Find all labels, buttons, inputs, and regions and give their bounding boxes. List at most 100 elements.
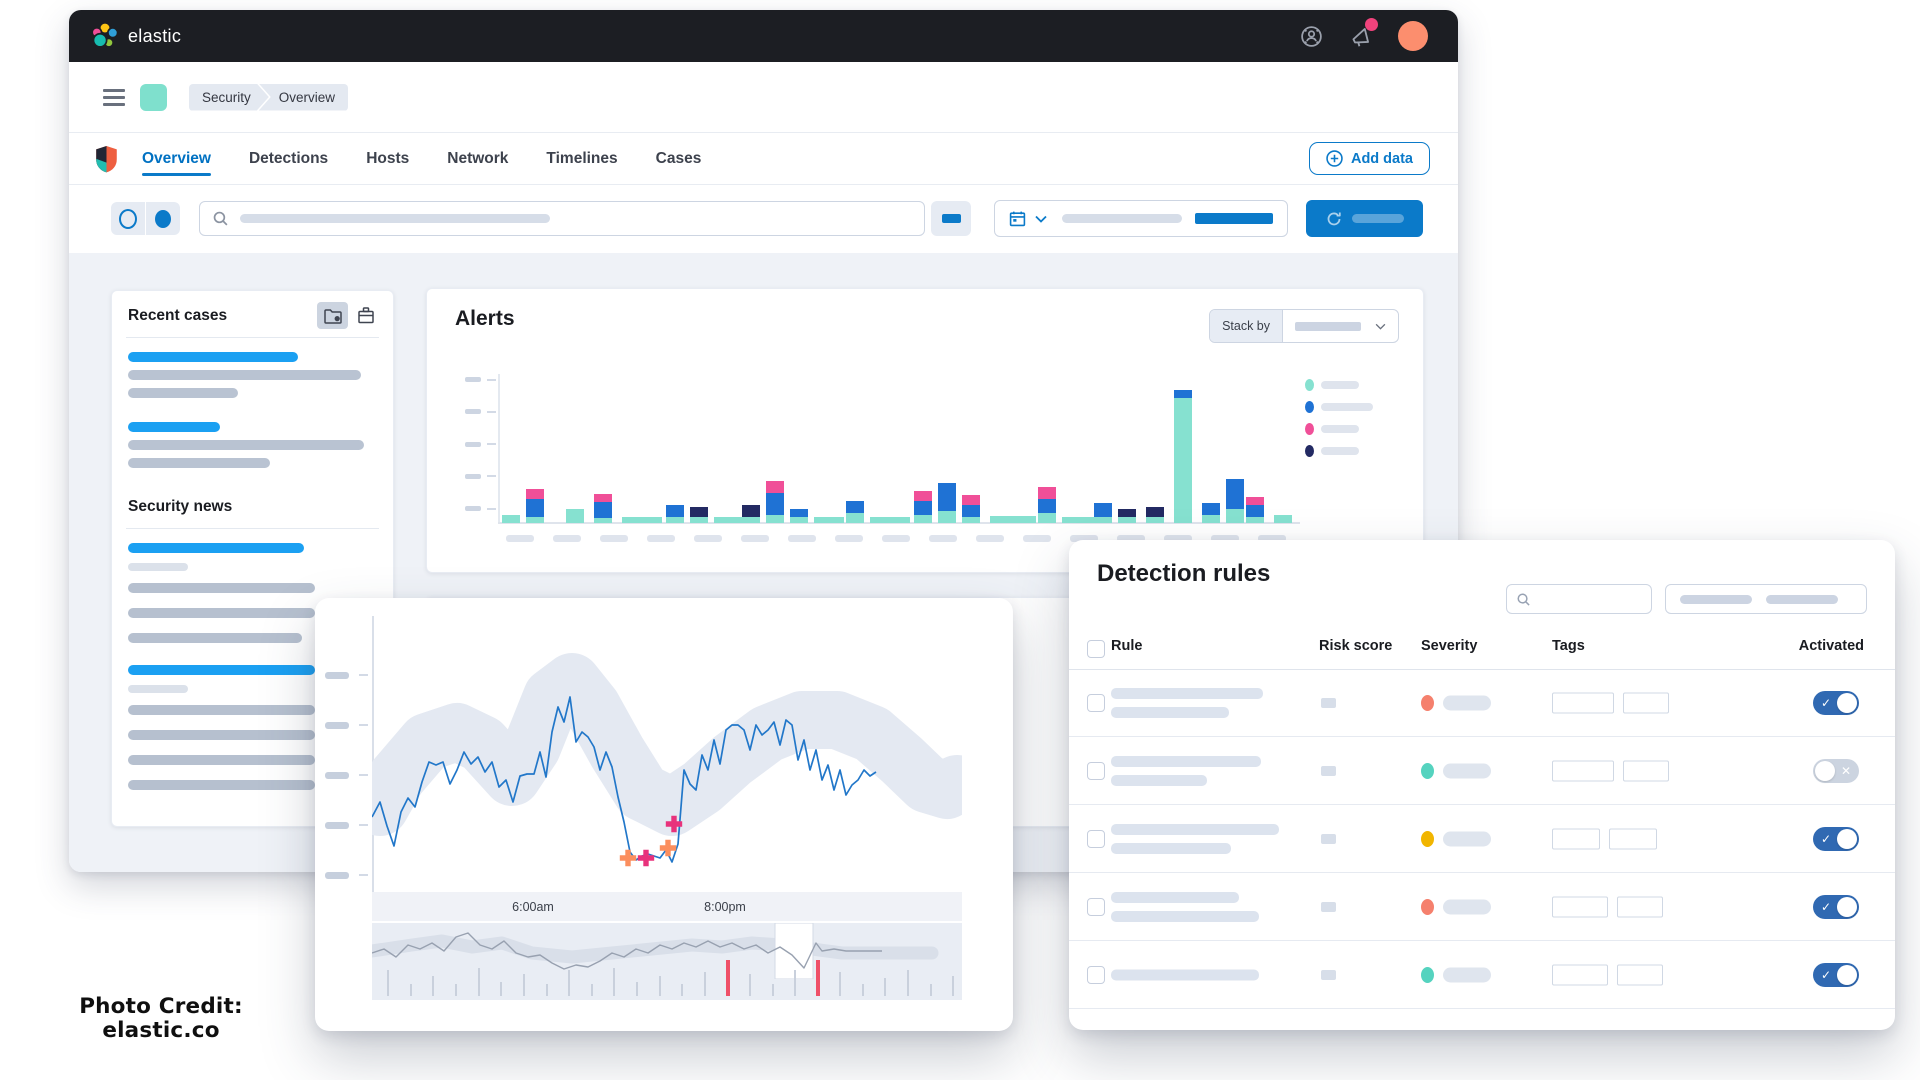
rule-name[interactable] — [1111, 755, 1261, 786]
query-language-button[interactable] — [931, 201, 971, 236]
anomaly-marker-icon — [659, 839, 677, 857]
news-link[interactable] — [128, 665, 315, 675]
add-data-label: Add data — [1350, 150, 1413, 167]
tab-hosts[interactable]: Hosts — [366, 149, 410, 167]
menu-icon[interactable] — [103, 88, 125, 106]
row-checkbox[interactable] — [1087, 693, 1105, 712]
tab-overview[interactable]: Overview — [142, 136, 211, 182]
tag-badge — [1552, 692, 1614, 713]
view-toggle-outline[interactable] — [111, 202, 145, 235]
event-tick — [523, 974, 525, 996]
event-tick — [659, 976, 661, 996]
filter-placeholder — [1766, 594, 1838, 604]
view-toggle-filled[interactable] — [146, 202, 180, 235]
tab-timelines[interactable]: Timelines — [546, 149, 618, 167]
tag-badge — [1552, 828, 1600, 849]
x-tick-placeholder — [1164, 535, 1192, 542]
timeline-brush[interactable] — [365, 922, 962, 1000]
date-range-picker[interactable] — [994, 200, 1288, 237]
archive-icon-button[interactable] — [350, 302, 381, 329]
date-range-placeholder — [1062, 214, 1182, 223]
activated-toggle[interactable]: ✓ — [1813, 962, 1859, 987]
folder-icon — [323, 307, 343, 325]
anomaly-marker-icon — [665, 815, 683, 833]
filter-placeholder — [1680, 594, 1752, 604]
severity-label-placeholder — [1443, 899, 1491, 914]
case-link[interactable] — [128, 352, 298, 362]
severity-label-placeholder — [1443, 763, 1491, 778]
case-list-item — [128, 352, 377, 398]
rules-filter-button[interactable] — [1665, 584, 1867, 614]
rule-name[interactable] — [1111, 823, 1279, 854]
tags-cell — [1552, 760, 1669, 781]
select-all-checkbox[interactable] — [1087, 640, 1105, 658]
legend-label-placeholder — [1321, 447, 1359, 455]
event-tick — [478, 968, 480, 996]
brush-selection-window[interactable] — [774, 922, 814, 980]
newsfeed-icon[interactable] — [1348, 18, 1378, 49]
toggle-knob — [1837, 964, 1857, 985]
row-checkbox[interactable] — [1087, 897, 1105, 916]
recent-cases-button[interactable] — [317, 302, 348, 329]
news-link[interactable] — [128, 543, 304, 553]
security-tabs: Overview Detections Hosts Network Timelines C… — [142, 136, 701, 182]
legend-label-placeholder — [1321, 425, 1359, 433]
tab-cases[interactable]: Cases — [655, 149, 702, 167]
tag-badge — [1552, 964, 1608, 985]
breadcrumb-security[interactable]: Security — [189, 84, 269, 111]
app-tile-icon[interactable] — [140, 83, 167, 111]
severity-dot — [1421, 762, 1434, 779]
news-text-placeholder — [128, 780, 315, 790]
severity-dot — [1421, 966, 1434, 983]
stack-by-value-placeholder — [1295, 321, 1361, 331]
anomaly-y-tick-placeholder — [325, 672, 349, 679]
tab-detections[interactable]: Detections — [248, 149, 329, 167]
legend-item[interactable] — [1305, 423, 1373, 435]
x-tick-placeholder — [1023, 535, 1051, 542]
calendar-icon — [1009, 210, 1026, 227]
search-input[interactable] — [199, 201, 925, 236]
anomaly-y-tick-placeholder — [325, 722, 349, 729]
row-checkbox[interactable] — [1087, 761, 1105, 780]
x-label-8pm: 8:00pm — [704, 900, 746, 914]
add-data-button[interactable]: Add data — [1308, 142, 1430, 175]
event-tick — [839, 972, 841, 996]
security-news-list — [128, 543, 377, 790]
case-link[interactable] — [128, 422, 220, 432]
rules-search-input[interactable] — [1506, 584, 1652, 614]
top-navbar: elastic — [69, 10, 1458, 62]
stack-by-select[interactable]: Stack by — [1209, 309, 1399, 343]
rule-name[interactable] — [1111, 687, 1263, 718]
tag-badge — [1617, 964, 1663, 985]
legend-dot — [1305, 445, 1314, 457]
tab-network[interactable]: Network — [447, 149, 509, 167]
severity-label-placeholder — [1443, 831, 1491, 846]
y-tick-placeholder — [465, 473, 481, 479]
tab-bar: Overview Detections Hosts Network Timelines C… — [69, 133, 1458, 185]
user-avatar[interactable] — [1398, 21, 1428, 51]
news-text-placeholder — [128, 755, 315, 765]
legend-item[interactable] — [1305, 379, 1373, 391]
news-text-placeholder — [128, 583, 315, 593]
activated-toggle[interactable]: ✓ — [1813, 826, 1859, 851]
alerts-legend — [1305, 379, 1373, 467]
row-checkbox[interactable] — [1087, 965, 1105, 984]
refresh-button[interactable] — [1306, 200, 1423, 237]
activated-toggle[interactable]: ✕ — [1813, 758, 1859, 783]
breadcrumb-overview[interactable]: Overview — [258, 83, 349, 111]
activated-toggle[interactable]: ✓ — [1813, 894, 1859, 919]
legend-item[interactable] — [1305, 445, 1373, 457]
rule-name[interactable] — [1111, 969, 1259, 980]
row-checkbox[interactable] — [1087, 829, 1105, 848]
x-tick-placeholder — [1070, 535, 1098, 542]
tag-badge — [1623, 692, 1669, 713]
rule-name[interactable] — [1111, 891, 1259, 922]
activated-toggle[interactable]: ✓ — [1813, 690, 1859, 715]
alerts-panel: Alerts Stack by — [426, 288, 1424, 573]
x-tick-placeholder — [647, 535, 675, 542]
event-tick — [568, 970, 570, 996]
legend-item[interactable] — [1305, 401, 1373, 413]
event-tick — [591, 984, 593, 996]
risk-score-placeholder — [1321, 765, 1336, 776]
help-icon[interactable] — [1299, 24, 1324, 49]
